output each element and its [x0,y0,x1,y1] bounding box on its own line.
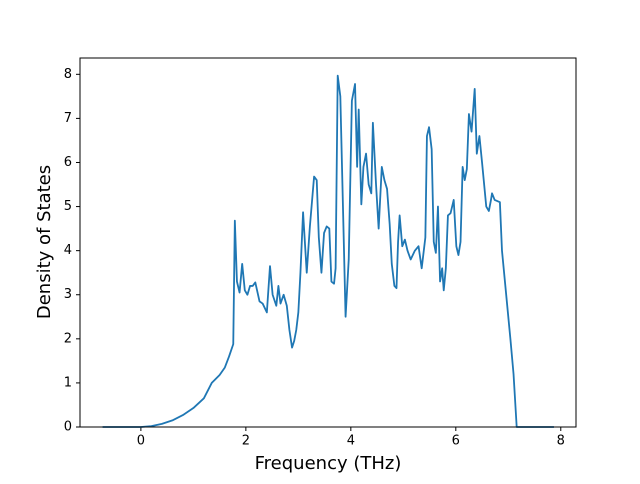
y-tick-label: 5 [64,199,72,214]
x-tick-label: 0 [137,434,145,449]
y-tick-label: 8 [64,67,72,82]
x-tick-label: 2 [242,434,250,449]
y-axis-label: Density of States [34,165,55,319]
y-tick-label: 1 [64,375,72,390]
y-tick-label: 7 [64,111,72,126]
line [102,74,554,428]
y-tick-label: 3 [64,287,72,302]
y-tick-label: 6 [64,155,72,170]
y-tick-label: 2 [64,331,72,346]
x-tick-label: 8 [557,434,565,449]
x-tick-label: 4 [347,434,355,449]
x-tick-label: 6 [452,434,460,449]
y-tick-label: 0 [64,420,72,435]
plot-frame [79,57,577,428]
x-axis-label: Frequency (THz) [255,453,402,474]
y-tick-label: 4 [64,243,72,258]
